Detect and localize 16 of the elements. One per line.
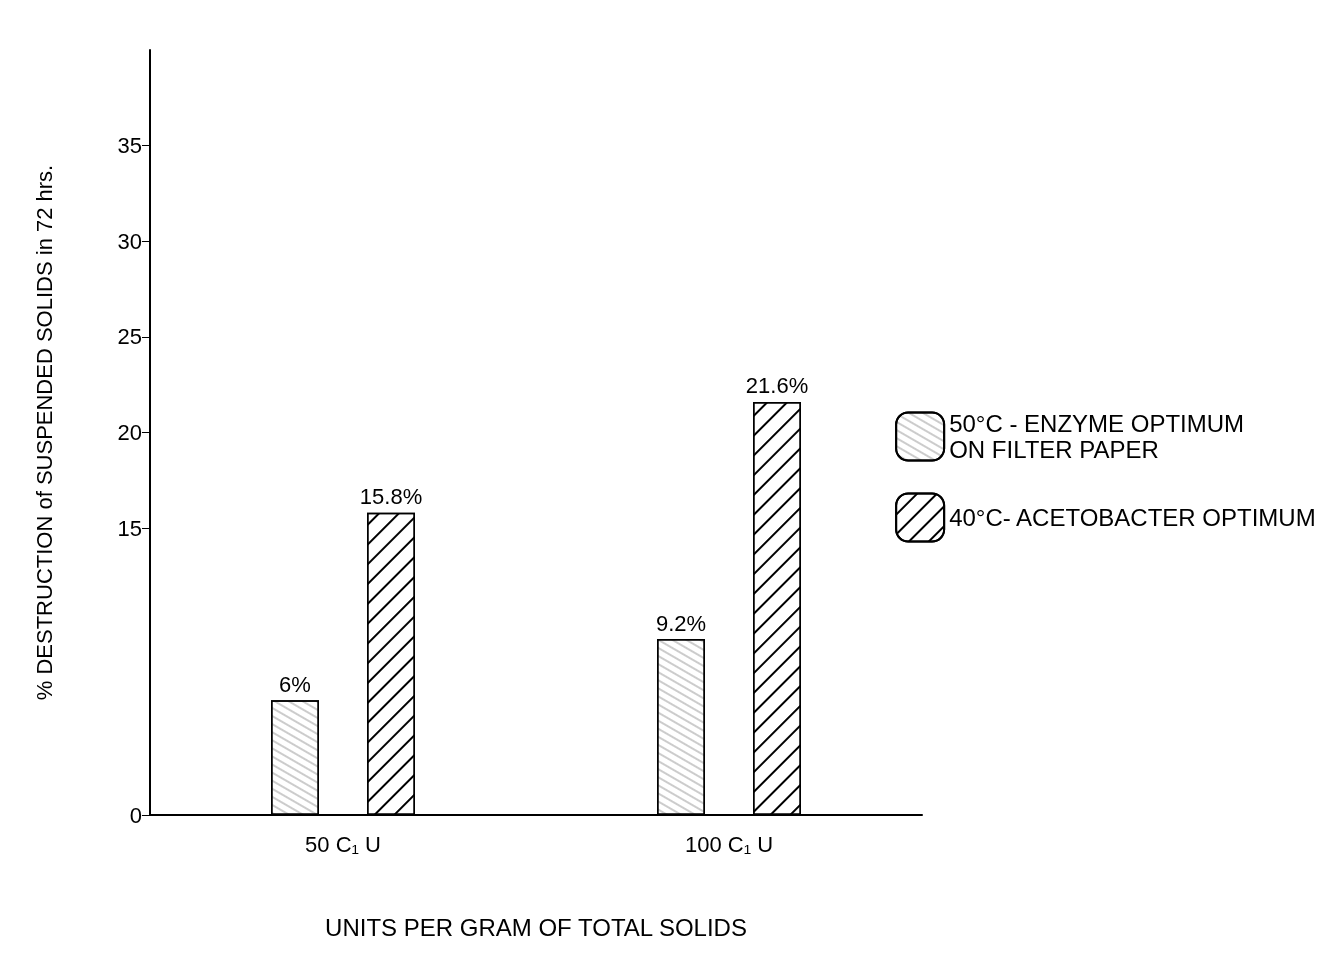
- y-tick-label: 25: [117, 324, 142, 350]
- y-tick-label: 35: [117, 133, 142, 159]
- y-tick-label: 20: [117, 420, 142, 445]
- y-tick-label: 30: [117, 228, 142, 254]
- legend-label: 40°C- ACETOBACTER OPTIMUM: [949, 504, 1316, 531]
- data-label: 9.2%: [655, 610, 707, 636]
- data-label: 6%: [279, 671, 311, 697]
- x-axis-title: UNITS PER GRAM OF TOTAL SOLIDS: [325, 913, 747, 941]
- data-label: 15.8%: [359, 484, 423, 510]
- data-label: 21.6%: [745, 373, 809, 399]
- x-tick-label: 50 C₁ U: [305, 831, 381, 857]
- y-tick-label: 15: [117, 515, 142, 541]
- y-axis-title: % DESTRUCTION of SUSPENDED SOLIDS in 72 hrs.: [31, 164, 57, 701]
- x-tick-label: 100 C₁ U: [684, 831, 774, 857]
- legend-label: 50°C - ENZYME OPTIMUM ON FILTER PAPER: [949, 410, 1245, 463]
- y-tick-label: 0: [129, 802, 142, 828]
